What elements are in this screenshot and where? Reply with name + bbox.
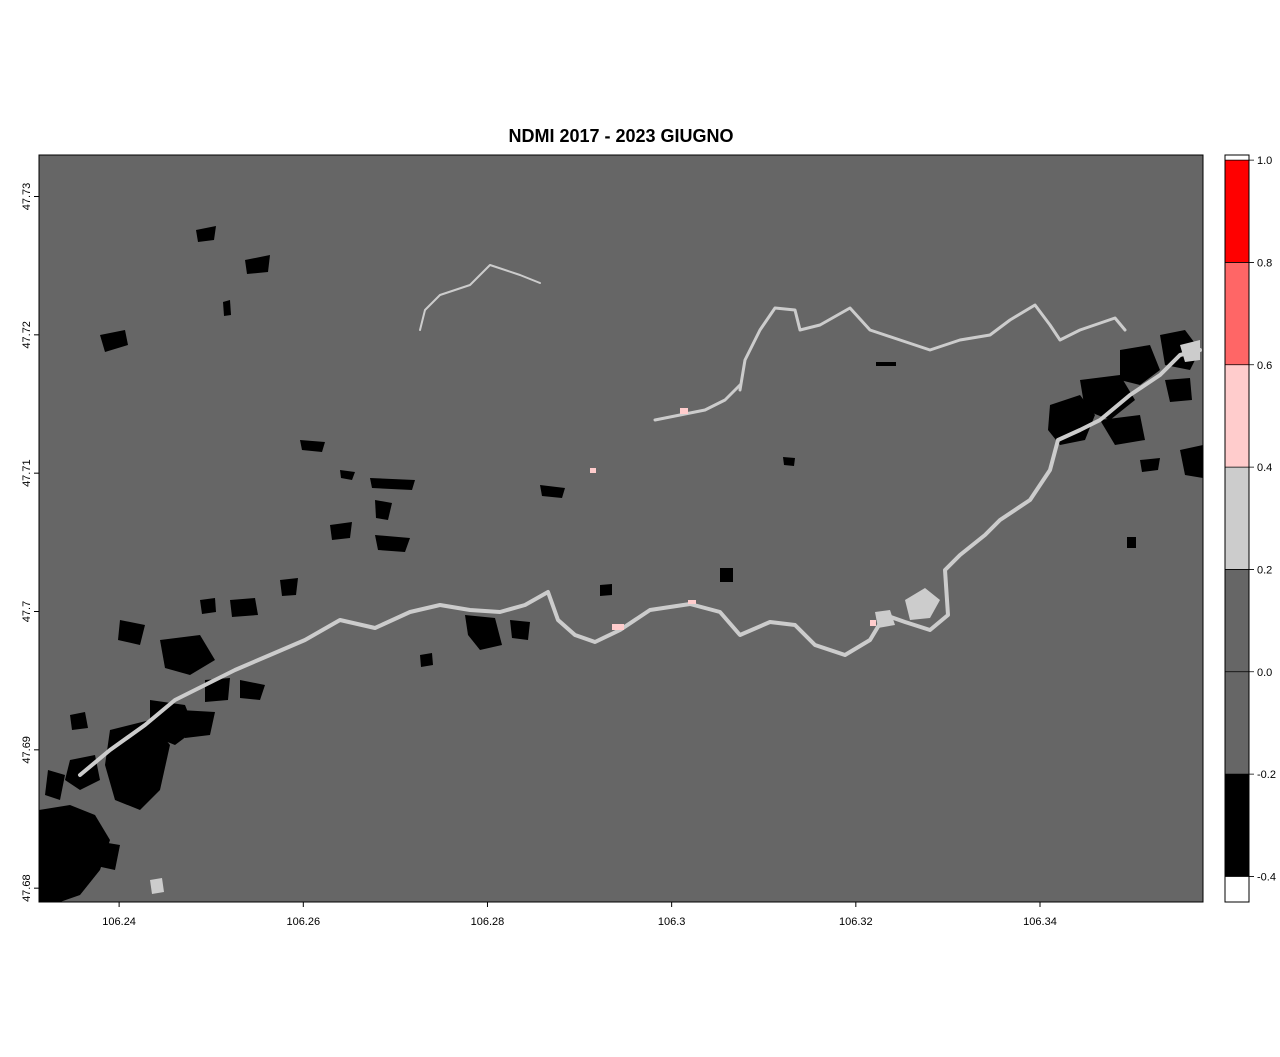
legend-color-block: [1225, 364, 1249, 468]
x-tick-label: 106.26: [286, 916, 320, 928]
light-patches: [150, 340, 1200, 894]
legend-frame: [1224, 154, 1250, 903]
legend-tick-label: 0.0: [1257, 667, 1272, 679]
x-axis: 106.24 106.26 106.28 106.3 106.32 106.34: [102, 902, 1057, 928]
legend-tick-label: 0.8: [1257, 257, 1272, 269]
x-tick-label: 106.28: [471, 916, 505, 928]
color-legend: 1.0 0.8 0.6 0.4 0.2 0.0 -0.2 -0.4: [1224, 154, 1276, 903]
legend-tick-label: 0.4: [1257, 462, 1272, 474]
map-title: NDMI 2017 - 2023 GIUGNO: [508, 126, 734, 146]
y-tick-label: 47.68: [21, 874, 33, 902]
y-tick-label: 47.7: [21, 601, 33, 622]
raster-map[interactable]: [39, 155, 1203, 902]
x-tick-label: 106.3: [658, 916, 686, 928]
plot-frame: [38, 154, 1204, 903]
legend-color-block: [1225, 262, 1249, 365]
legend-tick-label: -0.2: [1257, 769, 1276, 781]
river-channel: [78, 264, 1202, 777]
legend-tick-label: -0.4: [1257, 871, 1276, 883]
y-tick-label: 47.72: [21, 321, 33, 349]
y-tick-label: 47.73: [21, 183, 33, 211]
legend-tick-label: 0.2: [1257, 564, 1272, 576]
y-tick-label: 47.71: [21, 459, 33, 487]
y-tick-label: 47.69: [21, 736, 33, 764]
legend-color-block: [1225, 467, 1249, 570]
x-tick-label: 106.34: [1023, 916, 1057, 928]
legend-color-block: [1225, 774, 1249, 877]
y-axis: 47.73 47.72 47.71 47.7 47.69 47.68: [21, 183, 39, 902]
high-ndmi-pixels: [590, 408, 876, 630]
legend-color-block: [1225, 671, 1249, 775]
legend-tick-label: 1.0: [1257, 155, 1272, 167]
legend-color-block: [1225, 569, 1249, 672]
legend-tick-label: 0.6: [1257, 360, 1272, 372]
legend-color-block: [1225, 160, 1249, 263]
x-tick-label: 106.32: [839, 916, 873, 928]
x-tick-label: 106.24: [102, 916, 136, 928]
raster-background: [39, 155, 1203, 902]
